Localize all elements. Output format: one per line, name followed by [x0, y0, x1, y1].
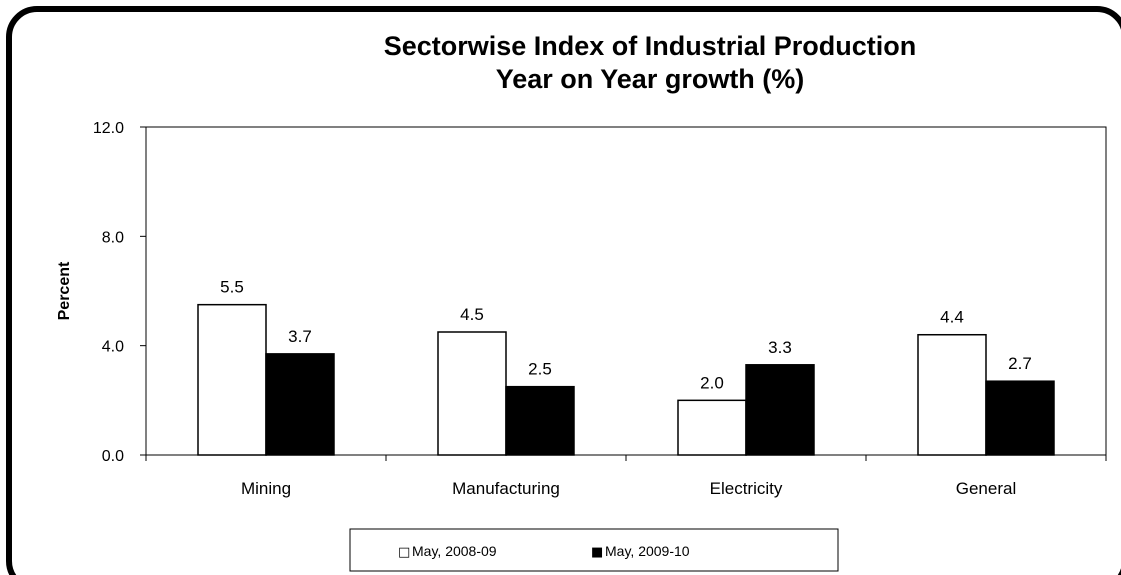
data-label: 2.7: [1008, 354, 1032, 373]
bar: [745, 364, 815, 456]
legend: [349, 528, 839, 572]
legend-label: May, 2008-09: [412, 543, 497, 559]
bar: [197, 303, 267, 456]
y-tick-label: 12.0: [93, 120, 124, 137]
bar: [677, 399, 747, 456]
x-axis: Mining Manufacturing Electricity General: [145, 455, 1107, 498]
y-axis: 0.0 4.0 8.0 12.0: [93, 120, 146, 465]
data-label: 2.5: [528, 360, 552, 379]
x-tick-label: Manufacturing: [452, 479, 560, 498]
bar: [917, 333, 987, 456]
legend-marker: ■: [591, 545, 603, 560]
y-tick-label: 8.0: [102, 229, 124, 246]
chart-title: Sectorwise Index of Industrial Productio…: [384, 31, 917, 61]
bar: [265, 353, 335, 456]
bars: [197, 303, 1055, 456]
data-label: 2.0: [700, 373, 724, 392]
data-label: 3.7: [288, 327, 312, 346]
chart-subtitle: Year on Year growth (%): [496, 64, 805, 94]
legend-items: □ May, 2008-09 ■ May, 2009-10: [398, 543, 690, 560]
data-label: 3.3: [768, 338, 792, 357]
legend-label: May, 2009-10: [605, 543, 690, 559]
bar: [985, 380, 1055, 456]
x-tick-label: Electricity: [710, 479, 783, 498]
data-labels: 5.5 4.5 2.0 4.4 3.7 2.5 3.3 2.7: [220, 278, 1032, 393]
bar: [505, 385, 575, 456]
legend-marker: □: [398, 545, 410, 560]
y-axis-label: Percent: [56, 261, 73, 320]
x-tick-label: Mining: [241, 479, 291, 498]
data-label: 4.4: [940, 308, 964, 327]
bar: [437, 331, 507, 456]
y-tick-label: 0.0: [102, 448, 124, 465]
x-tick-label: General: [956, 479, 1016, 498]
data-label: 5.5: [220, 278, 244, 297]
data-label: 4.5: [460, 305, 484, 324]
y-tick-label: 4.0: [102, 339, 124, 356]
